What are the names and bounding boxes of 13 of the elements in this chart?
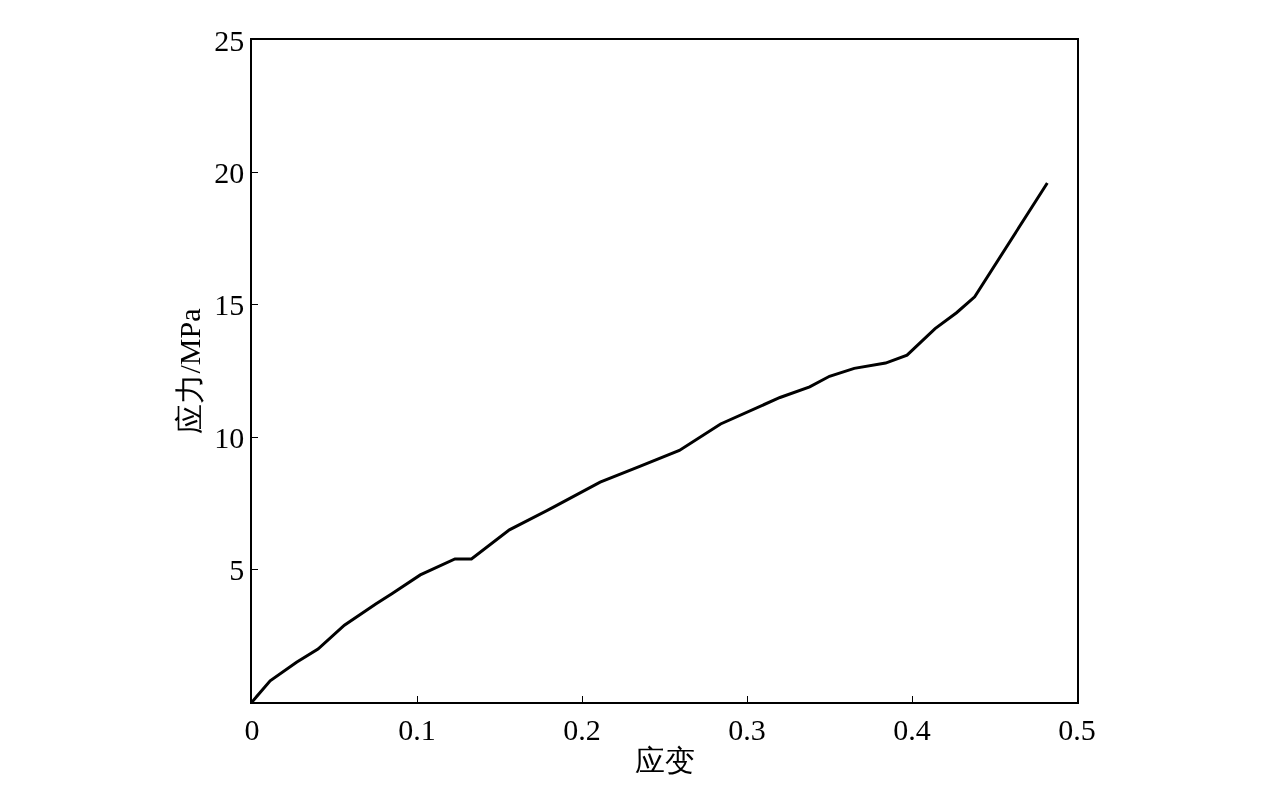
- x-tick-label: 0.1: [398, 712, 436, 746]
- x-tick-label: 0.2: [563, 712, 601, 746]
- y-tick-label: 20: [214, 155, 245, 189]
- y-tick-label: 25: [214, 23, 245, 57]
- x-tick-label: 0.4: [893, 712, 931, 746]
- y-tick-label: 5: [229, 553, 245, 587]
- x-axis-title: 应变: [634, 743, 695, 777]
- x-tick-label: 0.3: [728, 712, 766, 746]
- x-tick-label: 0: [244, 712, 260, 746]
- y-tick-label: 10: [214, 420, 245, 454]
- y-axis-title: 应力/MPa: [172, 308, 206, 434]
- x-tick-label: 0.5: [1058, 712, 1096, 746]
- y-tick-label: 15: [214, 288, 245, 322]
